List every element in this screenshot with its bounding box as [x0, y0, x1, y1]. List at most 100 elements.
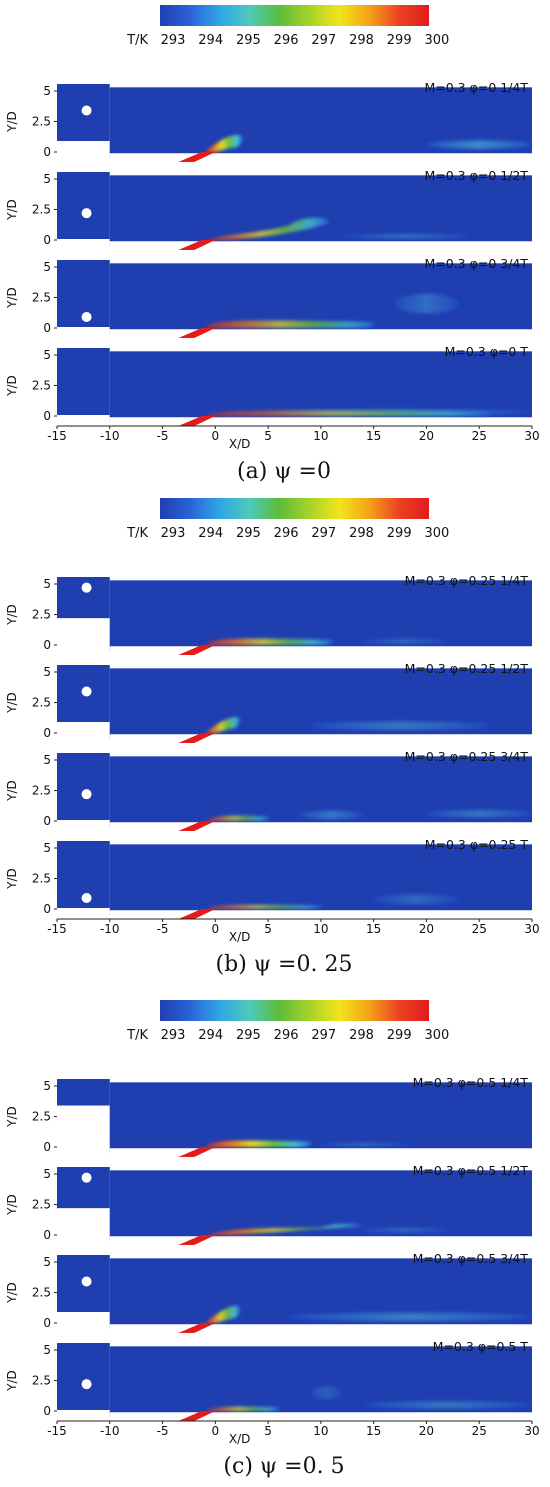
upstream-gap [57, 327, 110, 335]
y-axis-label: Y/D [5, 780, 19, 802]
jet-plume [204, 1223, 361, 1235]
colorbar-unit: T/K [126, 526, 148, 541]
y-tick-label: 5 [43, 348, 51, 362]
x-tick-label: 10 [313, 1424, 328, 1438]
colorbar-tick: 297 [311, 1028, 336, 1043]
mixing-streak [426, 140, 532, 149]
panel-label: M=0.3 φ=0.25 1/2T [405, 661, 529, 676]
jet-plume [204, 410, 492, 416]
contour-panel: 0 2.5 5 Y/D M=0.3 φ=0 T -15 -10 -5 0 5 10 15 20 25 30 X… [5, 344, 540, 451]
mixing-streak [363, 1227, 448, 1233]
x-tick-label: 15 [366, 429, 381, 443]
y-tick-label: 5 [43, 260, 51, 274]
upstream-gap [57, 141, 110, 159]
x-tick-label: 20 [419, 429, 434, 443]
jet-plume [204, 1305, 241, 1323]
y-tick-label: 0 [43, 814, 51, 828]
x-tick-label: 25 [472, 922, 487, 936]
channel [109, 175, 533, 242]
x-tick-label: -5 [157, 922, 169, 936]
x-tick-label: 5 [264, 429, 272, 443]
injection-hole [178, 416, 216, 426]
colorbar-tick: 299 [387, 33, 412, 48]
injection-hole [178, 1235, 216, 1245]
mixing-streak [310, 1386, 342, 1399]
y-axis-label: Y/D [5, 868, 19, 890]
channel [109, 351, 533, 418]
x-tick-label: 15 [366, 1424, 381, 1438]
colorbar-tick: 298 [349, 1028, 374, 1043]
colorbar-tick: 294 [198, 33, 223, 48]
figure-group: T/K 293 294 295 296 297 298 299 30002.55Y/DM=0.3… [5, 498, 540, 977]
injection-hole [178, 1147, 216, 1157]
colorbar [160, 1000, 429, 1021]
colorbar-tick: 293 [161, 33, 186, 48]
contour-panel: 0 2.5 5 Y/D M=0.3 φ=0.5 1/4T [5, 1068, 533, 1157]
jet-plume [204, 717, 241, 733]
upstream-block [57, 1343, 110, 1417]
mixing-streak [310, 721, 490, 730]
colorbar-tick: 296 [274, 1028, 299, 1043]
colorbar-tick: 300 [424, 526, 449, 541]
upstream-block [57, 841, 110, 915]
injection-hole [178, 328, 216, 338]
x-tick-label: 10 [313, 429, 328, 443]
cylinder [81, 582, 92, 593]
upstream-block [57, 260, 110, 334]
y-tick-label: 2.5 [32, 1198, 51, 1212]
x-tick-label: 5 [264, 1424, 272, 1438]
upstream-block [57, 172, 110, 246]
x-axis-label: X/D [229, 930, 251, 944]
x-tick-label: 20 [419, 1424, 434, 1438]
channel [109, 844, 533, 911]
cylinder [81, 208, 92, 219]
panel-label: M=0.3 φ=0 3/4T [424, 256, 528, 271]
mixing-streak [363, 638, 448, 644]
contour-panel: 0 2.5 5 Y/D M=0.3 φ=0.25 1/4T [5, 573, 533, 655]
jet-plume [204, 134, 243, 152]
y-tick-label: 2.5 [32, 608, 51, 622]
y-axis-label: Y/D [5, 111, 19, 133]
colorbar-tick: 299 [387, 1028, 412, 1043]
panel-label: M=0.3 φ=0.5 1/4T [413, 1075, 529, 1090]
colorbar-tick: 300 [424, 33, 449, 48]
jet-plume [204, 815, 270, 821]
cylinder [81, 1379, 92, 1390]
colorbar-tick: 298 [349, 33, 374, 48]
colorbar-tick: 296 [274, 33, 299, 48]
x-tick-label: 25 [472, 1424, 487, 1438]
x-axis-label: X/D [229, 437, 251, 451]
y-tick-label: 0 [43, 726, 51, 740]
y-tick-label: 5 [43, 1343, 51, 1357]
mixing-streak [320, 1142, 406, 1147]
y-tick-label: 0 [43, 902, 51, 916]
y-axis-label: Y/D [5, 692, 19, 714]
y-axis-label: Y/D [5, 287, 19, 309]
contour-panel: 0 2.5 5 Y/D M=0.3 φ=0.5 1/2T [5, 1163, 533, 1245]
y-axis-label: Y/D [5, 375, 19, 397]
y-tick-label: 0 [43, 233, 51, 247]
jet-plume [204, 1406, 280, 1411]
x-tick-label: 20 [419, 922, 434, 936]
channel [109, 263, 533, 330]
cylinder [81, 312, 92, 323]
injection-hole [178, 152, 216, 162]
y-tick-label: 2.5 [32, 291, 51, 305]
colorbar-unit: T/K [126, 33, 148, 48]
y-axis-label: Y/D [5, 199, 19, 221]
channel [109, 1170, 533, 1237]
colorbar-tick: 300 [424, 1028, 449, 1043]
figure-group: T/K 293 294 295 296 297 298 299 30002.55Y/DM=0.3… [5, 1000, 540, 1479]
upstream-gap [57, 239, 110, 247]
upstream-gap [57, 618, 110, 652]
contour-panel: 0 2.5 5 Y/D M=0.3 φ=0.25 T -15 -10 -5 0 5 10 15 20 25… [5, 837, 540, 944]
upstream-gap [57, 1105, 110, 1154]
colorbar-tick: 294 [198, 526, 223, 541]
y-tick-label: 2.5 [32, 1286, 51, 1300]
figure-group: T/K 293 294 295 296 297 298 299 30002.55Y/DM=0.3… [5, 5, 540, 484]
colorbar-unit: T/K [126, 1028, 148, 1043]
x-tick-label: 0 [212, 429, 220, 443]
contour-panel: 0 2.5 5 Y/D M=0.3 φ=0 1/4T [5, 80, 533, 162]
jet-plume [204, 904, 323, 909]
